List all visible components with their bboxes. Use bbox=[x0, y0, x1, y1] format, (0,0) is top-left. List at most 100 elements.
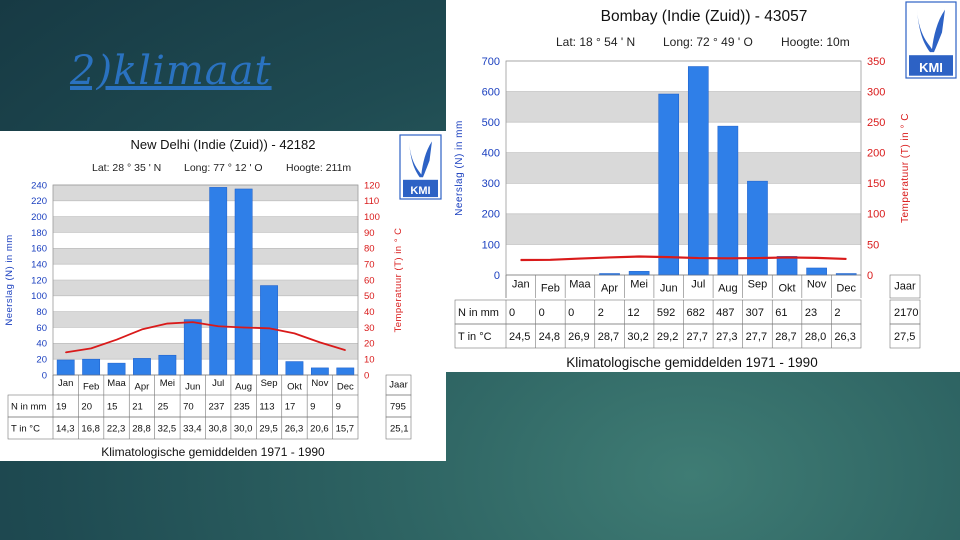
table-cell: 0 bbox=[509, 307, 515, 319]
temperature-point bbox=[115, 339, 118, 341]
kmi-logo-band bbox=[403, 179, 438, 198]
row-label: T in °C bbox=[458, 331, 492, 343]
y2-tick-label: 100 bbox=[364, 212, 380, 223]
y-tick-label: 80 bbox=[36, 307, 47, 318]
year-value: 795 bbox=[390, 402, 406, 413]
chart-title: Bombay (Indie (Zuid)) - 43057 bbox=[601, 8, 808, 25]
precipitation-bar bbox=[234, 188, 253, 376]
table-cell: 15 bbox=[107, 402, 118, 413]
month-label: Nov bbox=[807, 279, 827, 291]
precipitation-bar bbox=[628, 271, 650, 276]
table-cell: 20,6 bbox=[310, 424, 329, 435]
y2-tick-label: 10 bbox=[364, 354, 375, 365]
month-label: Apr bbox=[601, 283, 618, 295]
table-cell: 30,8 bbox=[209, 424, 228, 435]
month-label: Okt bbox=[778, 283, 795, 295]
table-cell: 20 bbox=[81, 402, 92, 413]
table-cell: 33,4 bbox=[183, 424, 202, 435]
table-line bbox=[889, 323, 921, 349]
table-cell: 12 bbox=[627, 307, 639, 319]
y2-tick-label: 150 bbox=[867, 178, 885, 190]
y-tick-label: 140 bbox=[31, 259, 47, 270]
kmi-logo-text: KMI bbox=[410, 185, 430, 197]
temperature-point bbox=[166, 322, 168, 325]
y-tick-label: 180 bbox=[31, 228, 47, 239]
table-cell: 70 bbox=[183, 402, 194, 413]
temperature-point bbox=[520, 259, 522, 261]
table-cell: 26,3 bbox=[834, 331, 855, 343]
temperature-point bbox=[697, 257, 699, 259]
row-label: N in mm bbox=[458, 307, 499, 319]
table-cell: 32,5 bbox=[158, 424, 177, 435]
plot-band bbox=[53, 185, 358, 201]
delhi-climate-chart: New Delhi (Indie (Zuid)) - 42182 Lat: 28 … bbox=[4, 134, 442, 459]
temperature-point bbox=[65, 351, 67, 353]
month-label: Jul bbox=[212, 378, 224, 389]
y-tick-label: 0 bbox=[494, 270, 500, 282]
kmi-logo-band bbox=[909, 55, 953, 76]
plot-band bbox=[53, 216, 358, 233]
latitude-label: Lat: 28 ° 35 ' N bbox=[92, 162, 161, 174]
month-label: Jun bbox=[660, 283, 678, 295]
table-cell: 29,2 bbox=[657, 331, 678, 343]
month-label: Aug bbox=[235, 381, 252, 392]
month-label: Feb bbox=[83, 381, 99, 392]
latitude-label: Lat: 18 ° 54 ' N bbox=[556, 35, 635, 49]
y-axis-label: Neerslag (N) in mm bbox=[4, 234, 15, 325]
longitude-label: Long: 77 ° 12 ' O bbox=[184, 162, 263, 174]
temperature-point bbox=[786, 256, 788, 259]
y-tick-label: 220 bbox=[31, 196, 47, 207]
temperature-point bbox=[638, 255, 640, 258]
plot-band bbox=[53, 343, 358, 360]
kmi-logo-emblem bbox=[917, 9, 945, 53]
kmi-logo-text: KMI bbox=[919, 60, 943, 75]
y-tick-label: 300 bbox=[482, 178, 500, 190]
temperature-point bbox=[608, 256, 611, 259]
month-label: Apr bbox=[135, 381, 150, 392]
month-label: Jan bbox=[512, 279, 530, 291]
y-axis-label: Neerslag (N) in mm bbox=[454, 120, 465, 216]
chart-title: New Delhi (Indie (Zuid)) - 42182 bbox=[131, 137, 316, 152]
temperature-point bbox=[90, 347, 92, 349]
precipitation-bar bbox=[56, 359, 75, 376]
table-cell: 30,0 bbox=[234, 424, 253, 435]
table-cell: 237 bbox=[209, 402, 225, 413]
temperature-point bbox=[816, 257, 818, 259]
year-header: Jaar bbox=[894, 280, 916, 292]
table-cell: 19 bbox=[56, 402, 67, 413]
y-tick-label: 240 bbox=[31, 180, 47, 191]
temperature-point bbox=[344, 349, 346, 351]
y2-tick-label: 300 bbox=[867, 86, 885, 98]
temperature-point bbox=[319, 341, 321, 343]
table-cell: 14,3 bbox=[56, 424, 75, 435]
precipitation-bar bbox=[806, 267, 827, 276]
chart-footer: Klimatologische gemiddelden 1971 - 1990 bbox=[566, 355, 817, 370]
table-cell: 28,8 bbox=[132, 424, 151, 435]
y2-tick-label: 120 bbox=[364, 180, 380, 191]
year-value: 25,1 bbox=[390, 424, 409, 435]
precipitation-bar bbox=[747, 180, 768, 276]
table-cell: 30,2 bbox=[627, 331, 648, 343]
precipitation-bar bbox=[285, 361, 304, 376]
y-tick-label: 700 bbox=[482, 56, 500, 68]
y-tick-label: 100 bbox=[31, 291, 47, 302]
bombay-climate-chart: Bombay (Indie (Zuid)) - 43057 Lat: 18 ° 5… bbox=[454, 1, 957, 370]
plot-band bbox=[53, 280, 358, 296]
y2-tick-label: 80 bbox=[364, 244, 375, 255]
table-cell: 2 bbox=[598, 307, 604, 319]
y-tick-label: 600 bbox=[482, 86, 500, 98]
y2-tick-label: 350 bbox=[867, 56, 885, 68]
plot-band bbox=[506, 213, 861, 245]
month-label: Maa bbox=[107, 378, 126, 389]
y2-tick-label: 0 bbox=[867, 270, 873, 282]
bombay-climate-panel: Bombay (Indie (Zuid)) - 43057 Lat: 18 ° 5… bbox=[446, 0, 960, 372]
y-tick-label: 400 bbox=[482, 148, 500, 160]
month-label: Jul bbox=[691, 279, 705, 291]
table-cell: 17 bbox=[285, 402, 296, 413]
table-cell: 0 bbox=[568, 307, 574, 319]
table-cell: 28,7 bbox=[598, 331, 619, 343]
table-line bbox=[889, 274, 921, 299]
delhi-climate-panel: New Delhi (Indie (Zuid)) - 42182 Lat: 28 … bbox=[0, 131, 446, 461]
plot-band bbox=[53, 248, 358, 265]
plot-band bbox=[506, 91, 861, 123]
